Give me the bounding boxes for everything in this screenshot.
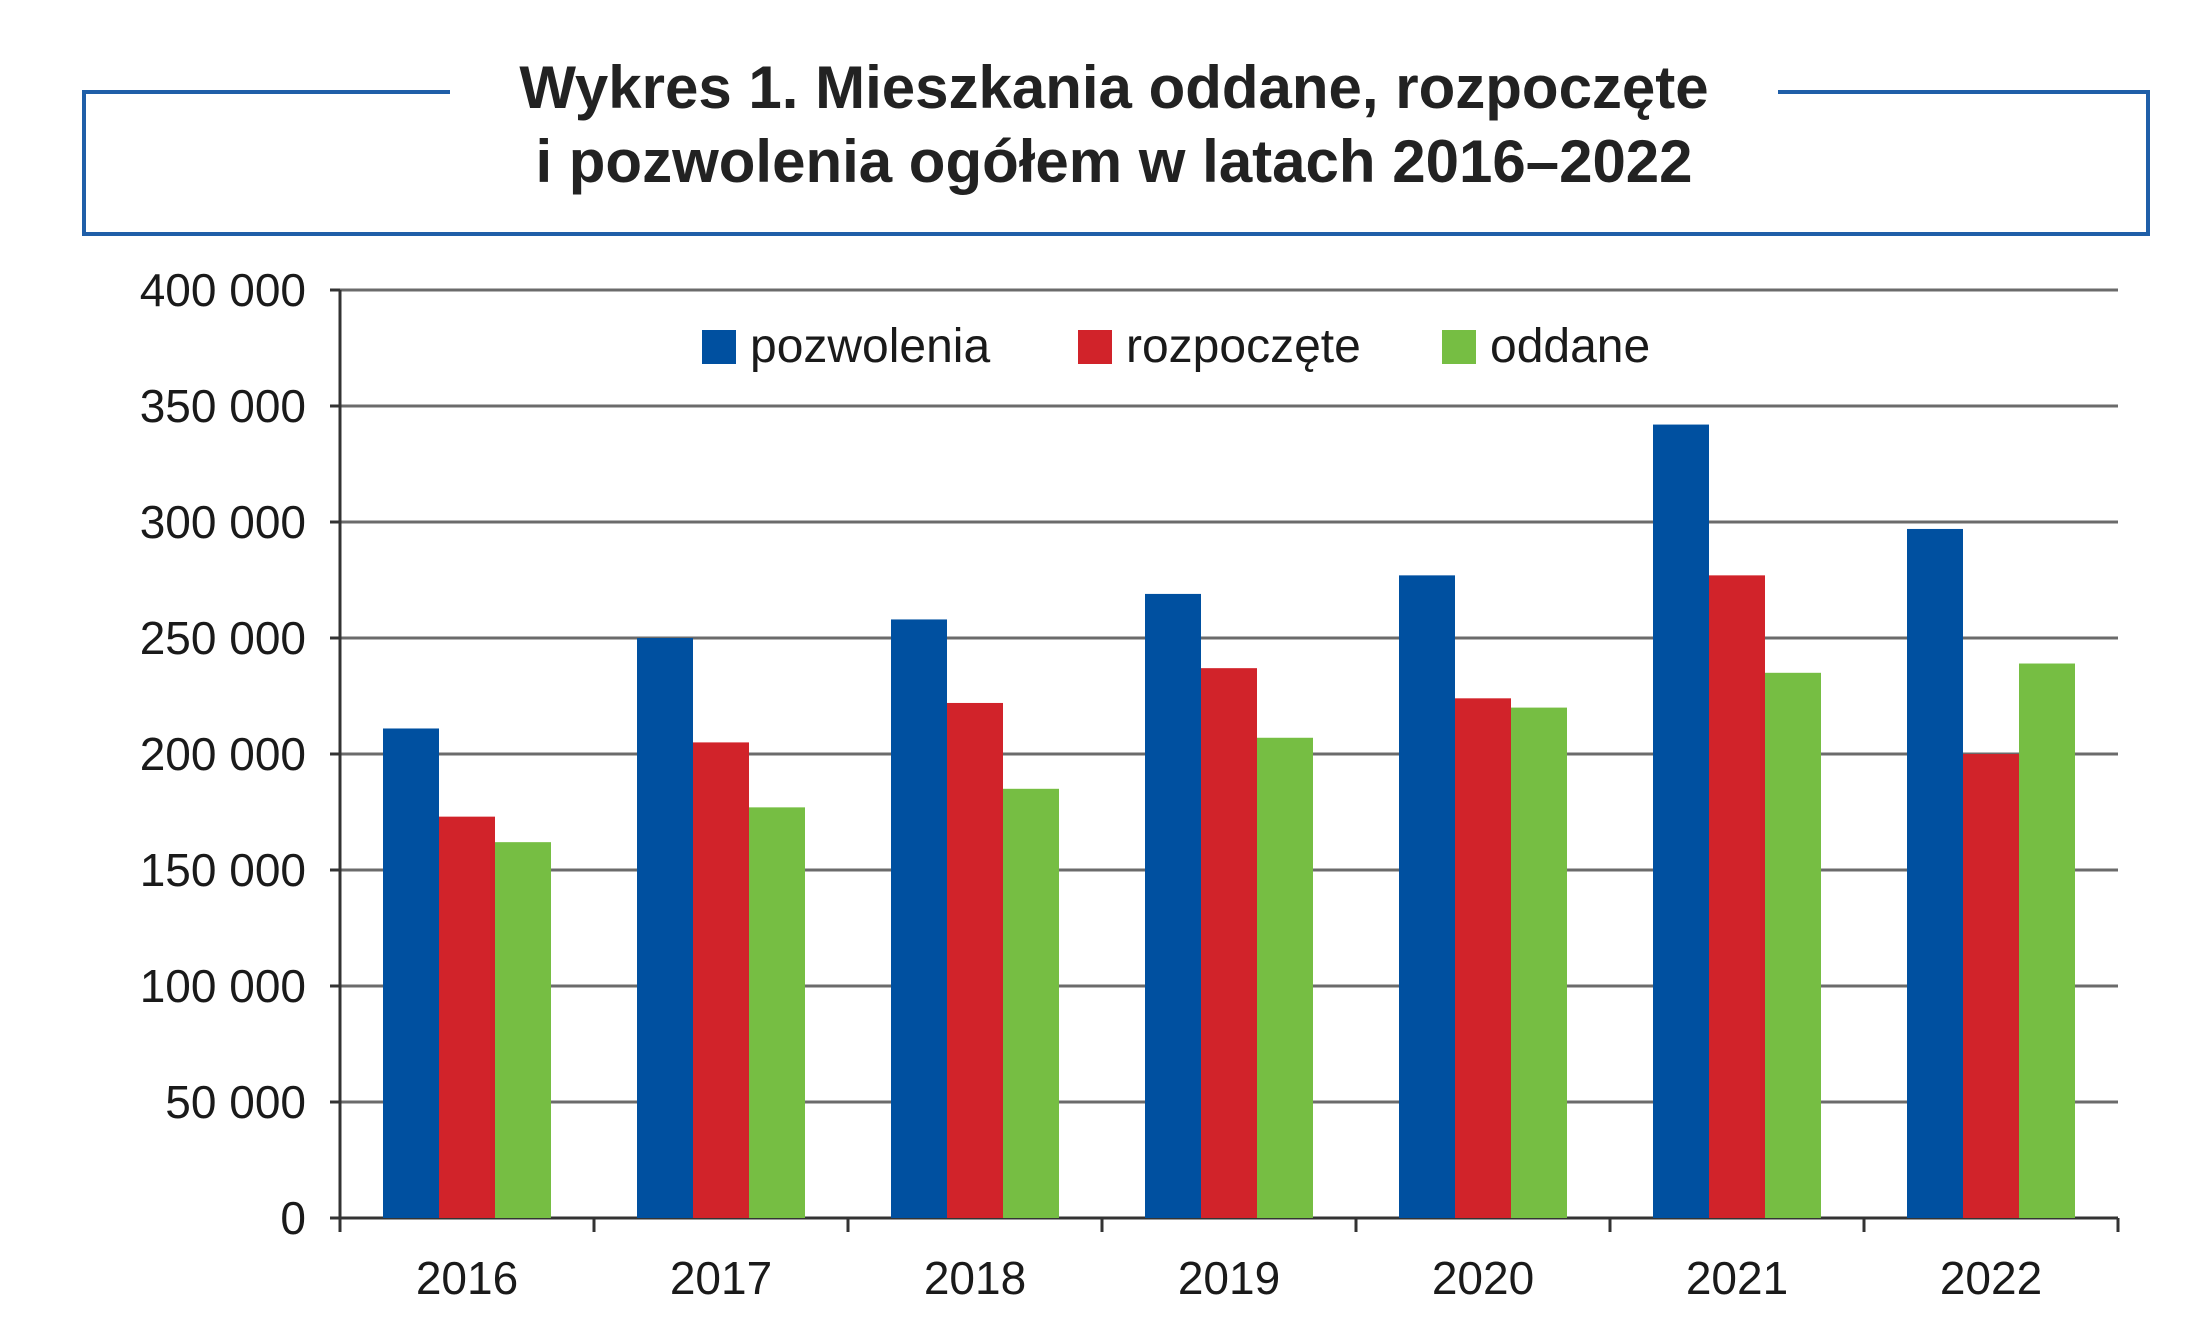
x-tick-label: 2021 (1686, 1252, 1788, 1304)
x-tick-label: 2020 (1432, 1252, 1534, 1304)
bar-oddane-2019 (1257, 737, 1313, 1218)
y-tick-label: 150 000 (140, 844, 306, 896)
bar-rozpoczęte-2022 (1963, 754, 2019, 1218)
y-tick-label: 100 000 (140, 960, 306, 1012)
bar-rozpoczęte-2021 (1709, 575, 1765, 1218)
x-tick-label: 2022 (1940, 1252, 2042, 1304)
x-tick-label: 2018 (924, 1252, 1026, 1304)
y-tick-label: 0 (280, 1192, 306, 1244)
legend-swatch-oddane (1442, 330, 1476, 364)
y-tick-label: 50 000 (165, 1076, 306, 1128)
y-tick-label: 200 000 (140, 728, 306, 780)
legend-swatch-pozwolenia (702, 330, 736, 364)
bar-oddane-2021 (1765, 672, 1821, 1218)
legend-label: rozpoczęte (1126, 320, 1361, 373)
bar-rozpoczęte-2019 (1201, 668, 1257, 1218)
y-tick-label: 250 000 (140, 612, 306, 664)
bar-rozpoczęte-2018 (947, 702, 1003, 1218)
bar-pozwolenia-2020 (1399, 575, 1455, 1218)
bar-pozwolenia-2019 (1145, 593, 1201, 1218)
legend-swatch-rozpoczęte (1078, 330, 1112, 364)
bar-pozwolenia-2018 (891, 619, 947, 1218)
y-tick-label: 350 000 (140, 380, 306, 432)
chart-title-line: i pozwolenia ogółem w latach 2016–2022 (535, 128, 1692, 195)
bar-rozpoczęte-2020 (1455, 698, 1511, 1218)
title-frame (82, 90, 2150, 236)
bar-oddane-2018 (1003, 788, 1059, 1218)
bar-oddane-2020 (1511, 707, 1567, 1218)
bar-pozwolenia-2017 (637, 638, 693, 1218)
bar-pozwolenia-2021 (1653, 424, 1709, 1218)
bar-oddane-2022 (2019, 663, 2075, 1218)
chart-title-line: Wykres 1. Mieszkania oddane, rozpoczęte (519, 54, 1708, 121)
bar-oddane-2017 (749, 807, 805, 1218)
bar-oddane-2016 (495, 842, 551, 1218)
y-tick-label: 400 000 (140, 264, 306, 316)
x-tick-label: 2017 (670, 1252, 772, 1304)
legend-label: oddane (1490, 320, 1650, 373)
y-tick-label: 300 000 (140, 496, 306, 548)
x-tick-label: 2016 (416, 1252, 518, 1304)
bar-rozpoczęte-2017 (693, 742, 749, 1218)
bar-rozpoczęte-2016 (439, 816, 495, 1218)
bar-pozwolenia-2016 (383, 728, 439, 1218)
x-tick-label: 2019 (1178, 1252, 1280, 1304)
legend-label: pozwolenia (750, 320, 990, 373)
bar-pozwolenia-2022 (1907, 528, 1963, 1218)
